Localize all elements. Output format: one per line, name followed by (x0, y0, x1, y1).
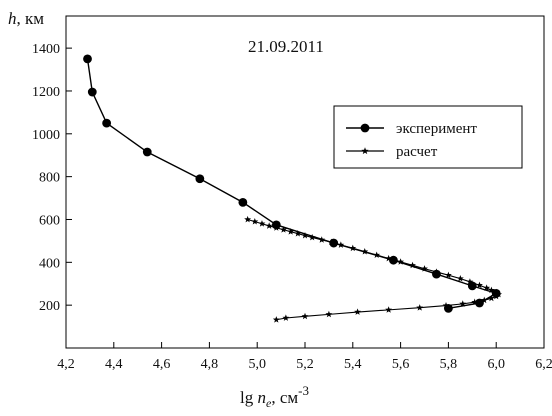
data-point-calc (442, 301, 450, 309)
y-tick-label: 1000 (32, 128, 60, 143)
data-point-calc (244, 215, 252, 223)
x-axis-label: lg ne, см-3 (240, 383, 309, 410)
data-point-calc (265, 222, 273, 229)
series-layer (83, 54, 503, 323)
y-tick-label: 400 (39, 256, 60, 271)
data-point-calc (327, 238, 335, 246)
legend-box (333, 105, 523, 169)
data-point-experiment (102, 118, 112, 128)
data-point-calc (483, 284, 491, 291)
data-point-calc (272, 224, 280, 231)
data-point-calc (337, 241, 345, 248)
y-axis-ticks: 200 400 600 800 1000 1200 1400 (32, 42, 72, 314)
data-point-calc (361, 248, 369, 255)
y-tick-label: 800 (39, 171, 60, 186)
data-point-calc (349, 244, 357, 252)
data-point-calc (492, 288, 500, 296)
data-point-calc (416, 304, 424, 311)
y-axis-label: h, км (8, 9, 44, 28)
legend-calc-marker (361, 147, 369, 155)
data-point-calc (459, 300, 467, 307)
legend: эксперимент расчет (333, 105, 523, 169)
data-point-calc (272, 316, 280, 323)
x-tick-label: 4,6 (153, 357, 171, 372)
legend-experiment-marker (360, 123, 370, 133)
data-point-experiment (238, 197, 248, 207)
y-tick-label: 200 (39, 299, 60, 314)
series-line-calc (247, 218, 500, 321)
x-tick-label: 5,4 (344, 357, 362, 372)
data-point-calc (294, 230, 302, 237)
data-point-calc (318, 236, 326, 243)
data-point-experiment (83, 54, 92, 64)
data-point-calc (308, 233, 316, 241)
data-point-experiment (87, 87, 97, 97)
data-point-calc (251, 218, 259, 225)
x-tick-label: 5,8 (440, 357, 458, 372)
data-point-calc (476, 281, 483, 289)
data-point-calc (280, 226, 287, 233)
data-point-calc (456, 275, 464, 282)
data-point-calc (373, 251, 381, 258)
data-point-calc (488, 294, 495, 302)
y-tick-label: 1200 (32, 85, 60, 100)
data-point-calc (385, 254, 393, 262)
data-point-calc (282, 314, 290, 321)
data-point-calc (444, 271, 452, 279)
x-tick-label: 6,0 (487, 357, 505, 372)
data-point-calc (480, 296, 488, 304)
data-point-calc (287, 228, 295, 235)
data-point-calc (409, 261, 416, 269)
data-point-calc (397, 258, 405, 265)
data-point-calc (466, 278, 474, 285)
plot-frame (65, 15, 545, 349)
x-tick-label: 4,4 (105, 357, 123, 372)
x-tick-label: 5,2 (296, 357, 314, 372)
x-tick-label: 4,8 (201, 357, 219, 372)
y-tick-label: 600 (39, 213, 60, 228)
data-point-calc (471, 298, 479, 306)
x-tick-label: 5,6 (392, 357, 410, 372)
data-point-calc (492, 292, 500, 300)
data-point-calc (301, 312, 309, 320)
data-point-experiment (142, 147, 152, 157)
x-tick-label: 4,2 (57, 357, 75, 372)
data-point-calc (258, 220, 266, 227)
data-point-calc (488, 286, 495, 294)
x-axis-ticks: 4,2 4,4 4,6 4,8 5,0 5,2 5,4 5,6 5,8 6,0 6,2 (57, 342, 552, 372)
data-point-calc (354, 308, 361, 315)
data-point-calc (325, 310, 333, 318)
data-point-calc (385, 306, 393, 313)
y-tick-label: 1400 (32, 42, 60, 57)
x-tick-label: 6,2 (535, 357, 552, 372)
data-point-calc (433, 268, 440, 275)
date-annotation: 21.09.2011 (248, 37, 324, 56)
data-point-calc (421, 265, 428, 272)
legend-experiment-label: эксперимент (396, 121, 477, 137)
data-point-calc (301, 231, 309, 239)
data-point-calc (495, 290, 503, 298)
x-tick-label: 5,0 (248, 357, 266, 372)
data-point-experiment (195, 174, 205, 184)
legend-calc-label: расчет (396, 144, 438, 160)
